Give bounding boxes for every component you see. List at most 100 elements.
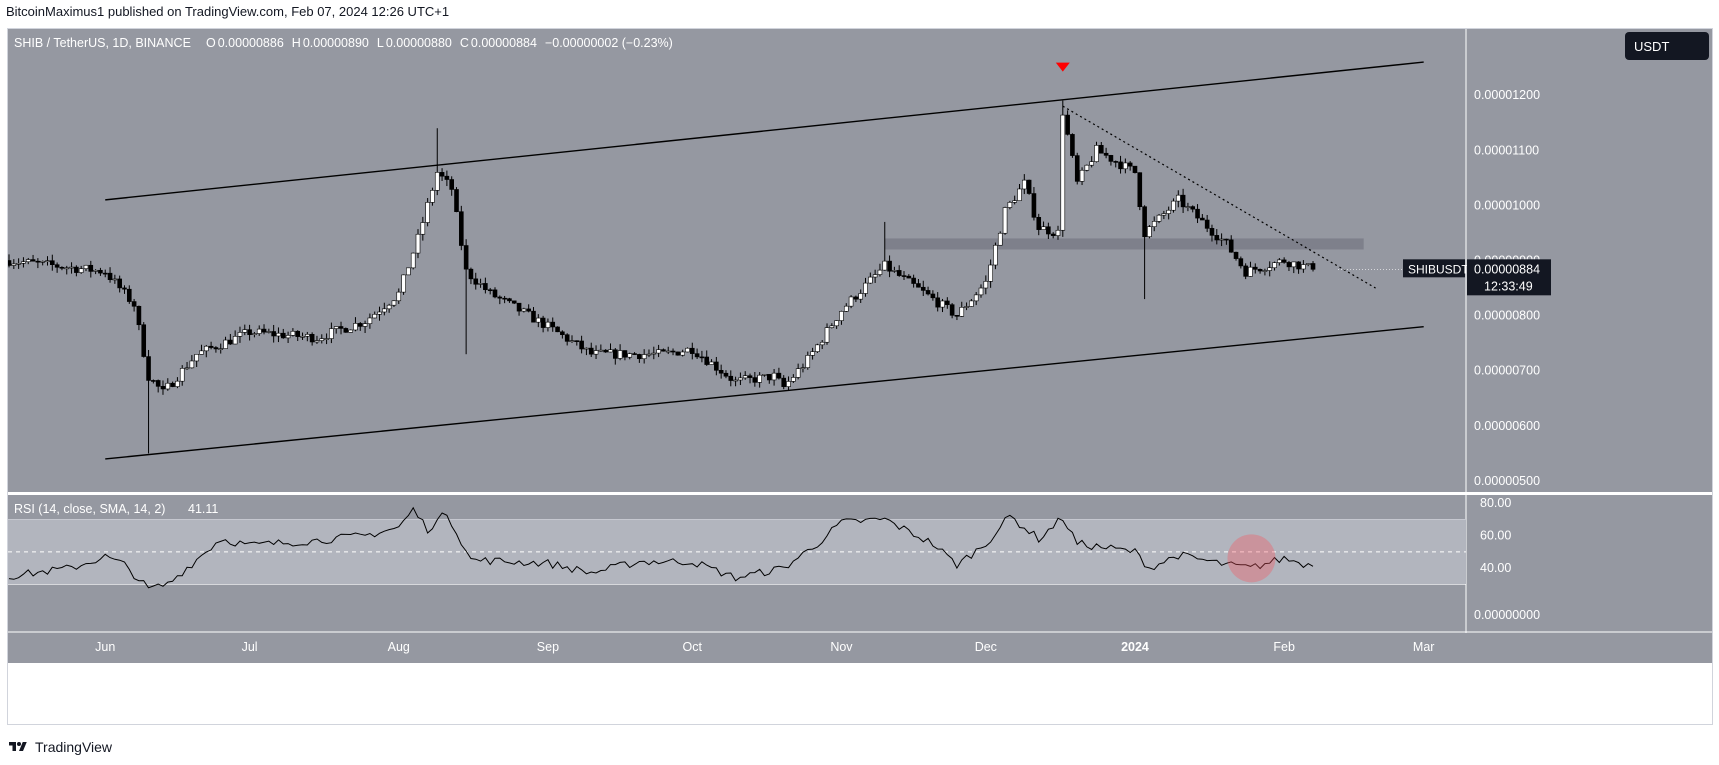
candle-body-bull <box>969 300 974 307</box>
candle-body-bear <box>588 347 594 355</box>
candle-body-bear <box>247 329 252 335</box>
candle <box>848 295 854 309</box>
candle <box>122 285 127 294</box>
candle-body-bear <box>1103 152 1109 156</box>
candle-body-bull <box>353 323 358 331</box>
candle-body-bear <box>911 277 916 284</box>
candle <box>892 266 897 273</box>
candle <box>430 187 435 206</box>
candle <box>126 285 132 304</box>
currency-button[interactable]: USDT <box>1625 32 1709 60</box>
candle-body-bear <box>622 350 628 358</box>
candle <box>579 335 584 354</box>
time-tick-label: Oct <box>683 640 703 654</box>
candle-body-bear <box>579 340 584 350</box>
candle <box>1127 161 1133 171</box>
candle-body-bull <box>834 320 839 327</box>
candle <box>747 373 753 384</box>
time-axis[interactable] <box>8 633 1712 663</box>
candle-body-bear <box>473 278 479 285</box>
candle-body-bear <box>699 356 705 359</box>
chart-frame[interactable]: 0.000012000.000011000.000010000.00000900… <box>7 28 1713 725</box>
candle-body-bear <box>463 245 469 270</box>
candle <box>1185 202 1191 212</box>
candle-body-bear <box>1200 217 1205 221</box>
rsi-tick-label: 60.00 <box>1480 529 1511 543</box>
candle-body-bear <box>916 283 921 288</box>
candle <box>83 264 89 272</box>
price-tag-value: 0.00000884 <box>1474 262 1540 276</box>
candle <box>1301 260 1306 273</box>
candle <box>271 324 276 343</box>
candle-body-bear <box>483 283 488 291</box>
top-marker-icon <box>1055 62 1070 72</box>
candle <box>189 355 195 369</box>
candle <box>810 347 815 360</box>
candle <box>1296 261 1301 274</box>
candle-body-bull <box>1185 206 1191 208</box>
candle <box>800 363 806 373</box>
candle <box>709 359 714 365</box>
candle <box>1055 225 1061 240</box>
candle <box>353 317 358 332</box>
candle-body-bear <box>925 290 931 295</box>
candle <box>1209 224 1215 242</box>
candle <box>694 348 700 359</box>
candle <box>752 371 758 387</box>
candle <box>685 347 690 353</box>
candle-body-bear <box>723 372 729 377</box>
candle-body-bear <box>901 275 907 277</box>
candle <box>357 322 363 331</box>
candle <box>641 349 647 364</box>
candle <box>218 343 224 354</box>
candle <box>1123 158 1128 174</box>
candle <box>920 280 926 297</box>
candle <box>1007 200 1013 210</box>
candle-body-bear <box>1224 238 1229 241</box>
candle <box>593 345 599 360</box>
candle <box>165 378 171 391</box>
candle <box>617 344 623 361</box>
candle <box>1074 152 1080 185</box>
candle <box>993 242 998 270</box>
candle-body-bear <box>1036 217 1042 230</box>
candle-body-bear <box>35 260 41 263</box>
candle <box>396 288 402 304</box>
candle-body-bear <box>155 380 161 387</box>
candle <box>1012 195 1017 205</box>
candle-body-bear <box>492 289 498 298</box>
candle <box>194 354 199 368</box>
candle <box>757 372 762 388</box>
candle-body-bear <box>661 349 666 352</box>
candle-body-bull <box>430 190 435 203</box>
candle <box>516 302 522 316</box>
candle-body-bear <box>295 330 301 337</box>
candle <box>896 265 902 277</box>
candle <box>329 322 334 344</box>
candle-body-bull <box>665 350 671 353</box>
candle <box>107 267 113 283</box>
price-tick-label: 0.00001100 <box>1474 143 1539 157</box>
candle-body-bull <box>372 313 378 319</box>
candle-body-bear <box>1190 206 1196 210</box>
candle-body-bull <box>276 332 281 337</box>
candle-body-bull <box>401 274 406 293</box>
candle-body-bear <box>560 331 565 336</box>
candle <box>1113 160 1119 168</box>
candle-body-bull <box>771 372 777 381</box>
candle <box>228 333 233 345</box>
candle <box>247 324 252 341</box>
candle <box>718 364 724 379</box>
price-tick-label: 0.00000500 <box>1474 474 1540 488</box>
candle <box>64 265 70 275</box>
candle <box>1031 187 1037 221</box>
candle-body-bull <box>396 291 402 302</box>
tradingview-logo-icon <box>9 742 27 751</box>
candle <box>949 303 955 319</box>
candle <box>877 263 883 277</box>
candle <box>256 325 262 336</box>
chart-svg[interactable]: 0.000012000.000011000.000010000.00000900… <box>8 29 1712 724</box>
price-tick-label: 0.00001200 <box>1474 88 1540 102</box>
candle-body-bear <box>136 305 142 326</box>
candle-body-bear <box>1137 172 1143 208</box>
